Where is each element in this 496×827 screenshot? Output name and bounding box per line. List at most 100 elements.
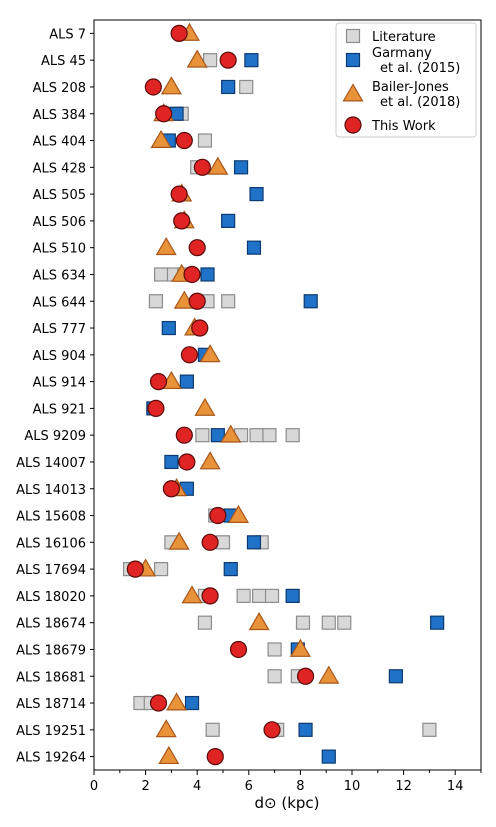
y-tick-label: ALS 14013 — [16, 483, 86, 498]
data-point — [126, 560, 144, 578]
data-point — [249, 428, 264, 443]
data-point — [150, 129, 172, 148]
x-tick-label: 0 — [90, 779, 98, 794]
y-tick-label: ALS 634 — [33, 268, 86, 283]
y-tick-label: ALS 19264 — [16, 751, 86, 766]
data-point — [221, 294, 236, 309]
y-tick-label: ALS 19251 — [16, 724, 86, 739]
data-point — [186, 49, 208, 68]
data-point — [289, 638, 311, 657]
data-point — [166, 692, 188, 711]
data-point — [175, 426, 193, 444]
data-point — [155, 105, 173, 123]
x-tick-label: 12 — [395, 779, 412, 794]
data-point — [337, 615, 352, 630]
data-point — [160, 76, 182, 95]
data-point — [175, 131, 193, 150]
y-tick-label: ALS 404 — [33, 135, 86, 150]
legend-marker — [345, 52, 361, 68]
data-point — [199, 451, 221, 470]
data-point — [207, 156, 229, 175]
data-point — [209, 506, 227, 525]
y-tick-label: ALS 777 — [33, 322, 86, 337]
data-point — [229, 640, 248, 659]
data-point — [181, 585, 203, 604]
data-point — [188, 292, 206, 310]
data-point — [236, 588, 251, 603]
y-tick-label: ALS 921 — [33, 402, 86, 417]
data-point — [161, 320, 176, 336]
data-point — [285, 588, 300, 603]
data-point — [430, 615, 445, 630]
data-point — [170, 24, 188, 42]
data-point — [178, 453, 196, 471]
data-point — [249, 187, 264, 202]
x-axis: 0 2 4 6 8 10 12 14 — [90, 770, 482, 794]
y-tick-label: ALS 9209 — [24, 429, 86, 444]
data-point — [193, 158, 211, 176]
data-point — [246, 535, 262, 550]
legend-marker — [345, 28, 361, 44]
chart-marks — [123, 22, 445, 766]
data-point — [164, 454, 179, 470]
data-point — [248, 611, 270, 631]
data-point — [148, 294, 164, 309]
legend-label: This Work — [371, 119, 436, 134]
x-tick-label: 8 — [296, 779, 304, 794]
y-tick-label: ALS 644 — [33, 295, 86, 310]
data-point — [183, 265, 201, 284]
data-point — [179, 374, 194, 389]
data-point — [267, 642, 282, 657]
data-point — [197, 615, 213, 630]
data-point — [221, 79, 236, 95]
y-tick-label: ALS 14007 — [16, 456, 86, 471]
y-tick-label: ALS 384 — [33, 108, 86, 123]
data-point — [295, 615, 311, 630]
data-point — [195, 428, 210, 443]
data-point — [210, 428, 225, 443]
y-tick-label: ALS 914 — [33, 376, 86, 391]
y-tick-label: ALS 7 — [49, 27, 86, 42]
data-point — [239, 79, 254, 95]
legend-label: Garmany et al. (2015) — [372, 46, 460, 76]
data-point — [244, 53, 259, 68]
data-point — [153, 562, 169, 577]
data-point — [149, 373, 168, 391]
legend-marker — [344, 116, 362, 134]
data-point — [149, 694, 168, 712]
data-point — [170, 185, 188, 203]
data-point — [285, 428, 300, 443]
data-point — [318, 665, 340, 684]
data-point — [205, 722, 220, 737]
data-point — [203, 53, 218, 68]
x-tick-label: 10 — [344, 779, 361, 794]
y-tick-label: ALS 18681 — [16, 670, 86, 685]
data-point — [264, 588, 280, 603]
data-point — [200, 267, 215, 282]
y-tick-label: ALS 16106 — [16, 536, 86, 551]
y-tick-label: ALS 904 — [33, 349, 86, 364]
x-tick-label: 2 — [141, 779, 149, 794]
data-point — [188, 239, 206, 257]
data-point — [321, 749, 336, 764]
y-axis: ALS 7 ALS 45 ALS 208 ALS 384 ALS 404 ALS 428 A… — [16, 27, 94, 766]
data-point — [219, 51, 237, 69]
y-tick-label: ALS 18714 — [16, 697, 86, 712]
y-tick-label: ALS 18679 — [16, 643, 86, 658]
data-point — [388, 669, 403, 684]
data-point — [220, 424, 242, 443]
legend-label: Bailer-Jones et al. (2018) — [372, 80, 460, 110]
y-tick-label: ALS 17694 — [16, 563, 86, 578]
data-point — [158, 745, 180, 765]
series-this-work — [126, 24, 315, 766]
data-point — [227, 504, 250, 523]
y-tick-label: ALS 428 — [33, 161, 86, 176]
data-point — [199, 344, 221, 363]
data-point — [162, 480, 180, 498]
series-literature — [123, 53, 437, 737]
legend-marker — [342, 83, 364, 102]
x-tick-label: 14 — [447, 779, 464, 794]
data-point — [262, 428, 277, 443]
